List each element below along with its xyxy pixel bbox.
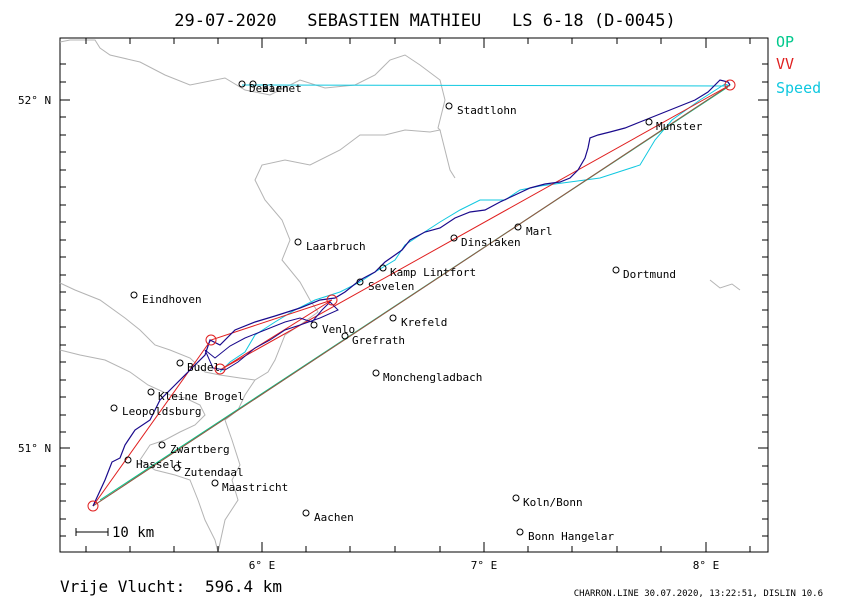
city-label-hasselt: Hasselt <box>136 458 182 471</box>
turnpoint-2 <box>214 363 226 375</box>
turnpoint-1 <box>205 334 217 346</box>
legend-vv: VV <box>776 55 794 73</box>
turnpoint-3 <box>326 294 338 306</box>
city-label-sevelen: Sevelen <box>368 280 414 293</box>
city-marker <box>238 80 246 88</box>
map-frame <box>59 37 769 553</box>
city-label-dortmund: Dortmund <box>623 268 676 281</box>
city-label-laarbruch: Laarbruch <box>306 240 366 253</box>
city-label-venlo: Venlo <box>322 323 355 336</box>
legend: OP VV Speed <box>776 33 821 97</box>
lon-label-6: 6° E <box>249 559 276 572</box>
city-label-dinslaken: Dinslaken <box>461 236 521 249</box>
vv-polyline <box>92 84 731 507</box>
city-label-maastricht: Maastricht <box>222 481 288 494</box>
city-label-krefeld: Krefeld <box>401 316 447 329</box>
border-frag <box>439 129 456 179</box>
border-nl-de <box>59 39 446 553</box>
lon-label-8: 8° E <box>693 559 720 572</box>
border-east <box>709 279 741 291</box>
bottom-ticks <box>85 542 751 552</box>
city-label-zutendaal: Zutendaal <box>184 466 244 479</box>
page-title: 29-07-2020 SEBASTIEN MATHIEU LS 6-18 (D-… <box>174 11 676 31</box>
city-label-koln-bonn: Koln/Bonn <box>523 496 583 509</box>
lat-label-51: 51° N <box>18 442 51 455</box>
flight-track-loops <box>204 301 339 371</box>
city-label-zwartberg: Zwartberg <box>170 443 230 456</box>
lat-label-52: 52° N <box>18 94 51 107</box>
city-markers: Deelen Barnet Stadtlohn Munster Laarbruc… <box>110 80 703 543</box>
distance-value: 596.4 km <box>205 577 282 596</box>
city-label-stadtlohn: Stadtlohn <box>457 104 517 117</box>
city-label-budel: Budel <box>187 361 220 374</box>
legend-speed: Speed <box>776 79 821 97</box>
scale-bar: 10 km <box>75 525 154 541</box>
vv-line <box>92 84 731 507</box>
legend-op: OP <box>776 33 794 51</box>
flight-track <box>92 79 731 507</box>
lon-label-7: 7° E <box>471 559 498 572</box>
scale-bar-label: 10 km <box>112 525 154 541</box>
city-label-eindhoven: Eindhoven <box>142 293 202 306</box>
border-be-nl-south <box>59 349 219 553</box>
country-borders <box>59 39 741 553</box>
left-ticks <box>60 63 70 537</box>
program-info: CHARRON.LINE 30.07.2020, 13:22:51, DISLI… <box>574 589 823 599</box>
turnpoints <box>87 79 736 512</box>
city-label-aachen: Aachen <box>314 511 354 524</box>
finish-turnpoint <box>724 79 736 91</box>
start-turnpoint <box>87 500 99 512</box>
city-label-grefrath: Grefrath <box>352 334 405 347</box>
top-ticks <box>85 38 751 48</box>
city-label-kleine-brogel: Kleine Brogel <box>158 390 244 403</box>
city-label-munster: Munster <box>656 120 703 133</box>
city-label-marl: Marl <box>526 225 553 238</box>
city-marker <box>249 80 257 88</box>
city-label-leopoldsburg: Leopoldsburg <box>122 405 201 418</box>
city-label-kamp-lintfort: Kamp Lintfort <box>390 266 476 279</box>
right-ticks <box>758 63 768 537</box>
city-label-bonn-hangelar: Bonn Hangelar <box>528 530 614 543</box>
city-label-monchengladbach: Monchengladbach <box>383 371 482 384</box>
city-label-deelen: Deelen <box>249 82 289 95</box>
border-nl-be <box>59 282 256 381</box>
distance-label: Vrije Vlucht: <box>60 577 185 596</box>
city-label-barnet: Barnet <box>262 82 302 95</box>
